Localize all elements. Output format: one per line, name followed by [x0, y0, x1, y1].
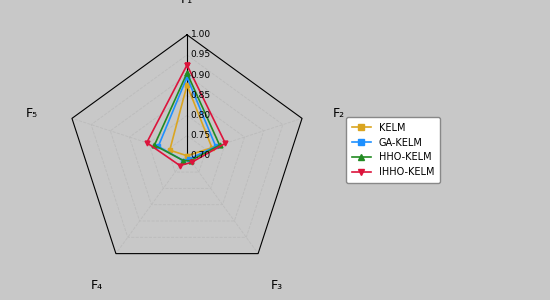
KELM: [184, 154, 190, 158]
IHHO-KELM: [184, 63, 190, 67]
IHHO-KELM: [189, 160, 195, 164]
Text: F₄: F₄: [91, 279, 103, 292]
KELM: [167, 148, 173, 152]
HHO-KELM: [184, 71, 190, 75]
GA-KELM: [184, 75, 190, 79]
Text: 0.80: 0.80: [190, 111, 211, 120]
KELM: [208, 146, 215, 149]
KELM: [184, 83, 190, 87]
HHO-KELM: [180, 159, 187, 163]
HHO-KELM: [187, 159, 194, 163]
HHO-KELM: [216, 143, 223, 147]
KELM: [184, 83, 190, 87]
Text: F₂: F₂: [333, 106, 345, 119]
HHO-KELM: [184, 71, 190, 75]
Text: 0.95: 0.95: [190, 50, 211, 59]
HHO-KELM: [151, 143, 158, 147]
Legend: KELM, GA-KELM, HHO-KELM, IHHO-KELM: KELM, GA-KELM, HHO-KELM, IHHO-KELM: [346, 117, 440, 183]
Text: 1.00: 1.00: [190, 30, 211, 39]
Text: 0.90: 0.90: [190, 70, 211, 80]
KELM: [184, 154, 190, 158]
GA-KELM: [212, 145, 219, 148]
GA-KELM: [180, 159, 187, 163]
Line: KELM: KELM: [167, 83, 214, 158]
Text: 0.70: 0.70: [190, 151, 211, 160]
IHHO-KELM: [222, 142, 229, 145]
GA-KELM: [155, 145, 162, 148]
IHHO-KELM: [184, 63, 190, 67]
Text: F₃: F₃: [271, 279, 283, 292]
GA-KELM: [186, 157, 192, 161]
Text: F₅: F₅: [26, 106, 39, 119]
IHHO-KELM: [144, 141, 150, 145]
Text: 0.75: 0.75: [190, 131, 211, 140]
Line: HHO-KELM: HHO-KELM: [152, 71, 222, 163]
GA-KELM: [184, 75, 190, 79]
Text: 0.85: 0.85: [190, 91, 211, 100]
Line: GA-KELM: GA-KELM: [156, 75, 218, 163]
IHHO-KELM: [177, 164, 183, 167]
Line: IHHO-KELM: IHHO-KELM: [144, 63, 228, 168]
Text: F₁: F₁: [181, 0, 193, 6]
